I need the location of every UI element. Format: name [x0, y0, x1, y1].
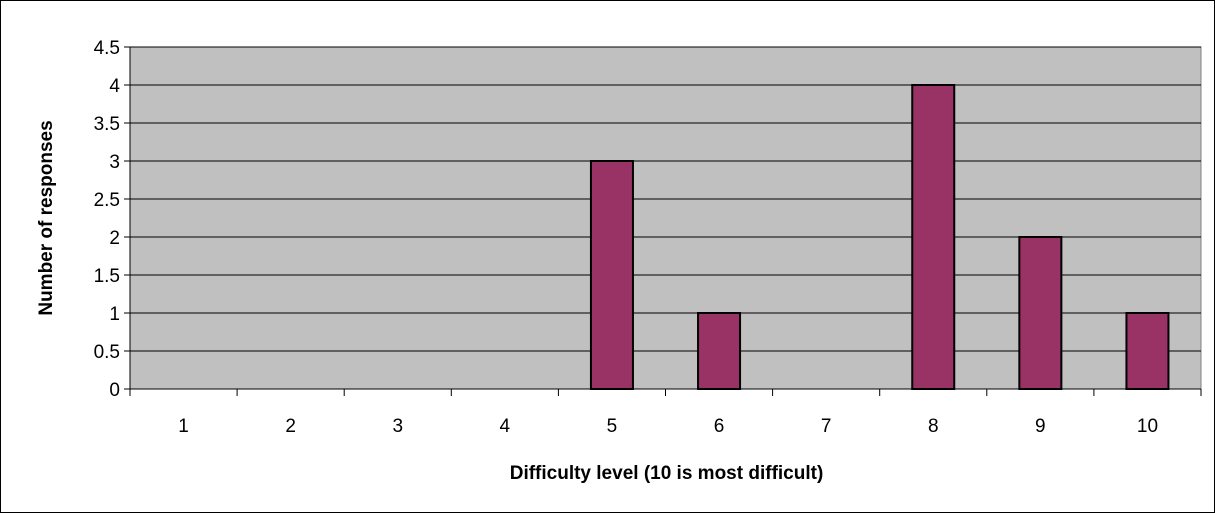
y-tick-label: 1 — [109, 304, 120, 325]
y-tick-label: 1.5 — [94, 266, 120, 287]
x-axis-title: Difficulty level (10 is most difficult) — [510, 463, 824, 484]
y-tick-label: 4.5 — [94, 38, 120, 59]
y-axis-title: Number of responses — [36, 120, 57, 315]
bar — [697, 312, 742, 390]
x-tick-label: 8 — [928, 416, 939, 437]
y-tick-label: 0 — [109, 380, 120, 401]
y-tick-label: 4 — [109, 76, 120, 97]
y-tick-label: 3.5 — [94, 114, 120, 135]
x-tick-label: 10 — [1137, 416, 1158, 437]
y-tick-label: 3 — [109, 152, 120, 173]
axes — [124, 46, 1202, 396]
bar — [1125, 312, 1170, 390]
y-tick-label: 0.5 — [94, 342, 120, 363]
y-tick-label: 2.5 — [94, 190, 120, 211]
bars — [589, 84, 1170, 390]
x-tick-label: 7 — [821, 416, 832, 437]
bar — [589, 160, 634, 390]
y-tick-labels: 0 0.5 1 1.5 2 2.5 3 3.5 4 4.5 — [94, 38, 121, 401]
x-tick-label: 3 — [392, 416, 403, 437]
bar — [1018, 236, 1063, 390]
x-tick-label: 2 — [285, 416, 296, 437]
y-tick-label: 2 — [109, 228, 120, 249]
x-tick-label: 6 — [714, 416, 725, 437]
x-tick-label: 9 — [1035, 416, 1046, 437]
x-tick-label: 5 — [607, 416, 618, 437]
bar — [911, 84, 956, 390]
x-tick-label: 1 — [178, 416, 189, 437]
x-tick-label: 4 — [500, 416, 511, 437]
x-tick-labels: 1 2 3 4 5 6 7 8 9 10 — [178, 416, 1158, 437]
